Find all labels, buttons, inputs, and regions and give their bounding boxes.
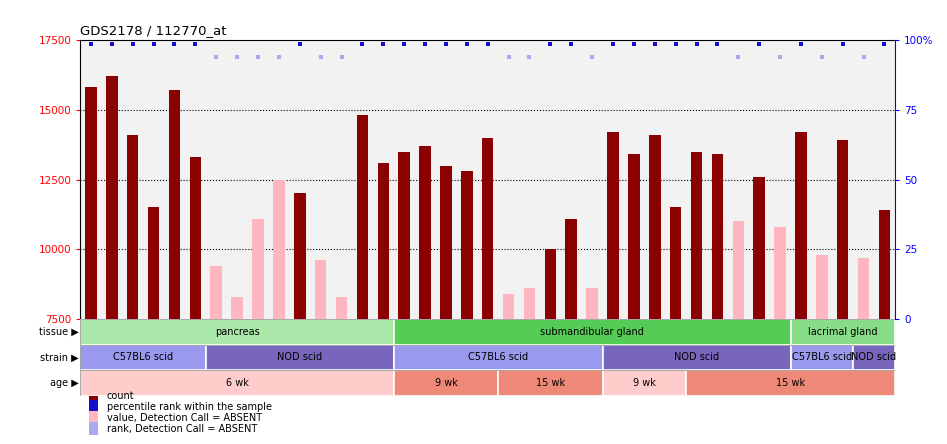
Bar bbox=[189, 157, 201, 319]
Bar bbox=[294, 194, 306, 319]
Bar bbox=[210, 266, 222, 319]
Text: count: count bbox=[107, 391, 134, 400]
Bar bbox=[565, 218, 577, 319]
Text: C57BL6 scid: C57BL6 scid bbox=[113, 353, 173, 362]
Bar bbox=[148, 207, 159, 319]
Bar bbox=[649, 135, 660, 319]
Bar bbox=[670, 207, 682, 319]
Bar bbox=[686, 370, 895, 396]
Bar bbox=[482, 138, 493, 319]
Bar bbox=[712, 155, 724, 319]
Text: tissue ▶: tissue ▶ bbox=[39, 327, 79, 337]
Bar bbox=[586, 289, 598, 319]
Bar bbox=[879, 210, 890, 319]
Text: value, Detection Call = ABSENT: value, Detection Call = ABSENT bbox=[107, 412, 261, 423]
Bar bbox=[80, 319, 394, 345]
Bar bbox=[816, 255, 828, 319]
Text: NOD scid: NOD scid bbox=[851, 353, 897, 362]
Bar bbox=[89, 422, 98, 435]
Bar bbox=[315, 261, 327, 319]
Bar bbox=[89, 400, 98, 413]
Text: 9 wk: 9 wk bbox=[633, 378, 655, 388]
Bar bbox=[775, 227, 786, 319]
Bar bbox=[252, 218, 263, 319]
Bar bbox=[80, 370, 394, 396]
Text: NOD scid: NOD scid bbox=[277, 353, 322, 362]
Text: C57BL6 scid: C57BL6 scid bbox=[792, 353, 852, 362]
Bar bbox=[89, 389, 98, 402]
Text: rank, Detection Call = ABSENT: rank, Detection Call = ABSENT bbox=[107, 424, 257, 434]
Bar bbox=[607, 132, 618, 319]
Bar bbox=[106, 76, 117, 319]
Bar bbox=[205, 345, 394, 370]
Bar bbox=[791, 345, 853, 370]
Bar bbox=[690, 151, 703, 319]
Bar bbox=[837, 140, 849, 319]
Text: C57BL6 scid: C57BL6 scid bbox=[468, 353, 528, 362]
Bar bbox=[273, 179, 285, 319]
Bar bbox=[858, 258, 869, 319]
Bar bbox=[399, 151, 410, 319]
Bar bbox=[733, 222, 744, 319]
Text: GDS2178 / 112770_at: GDS2178 / 112770_at bbox=[80, 24, 227, 37]
Bar bbox=[795, 132, 807, 319]
Bar bbox=[754, 177, 765, 319]
Text: submandibular gland: submandibular gland bbox=[540, 327, 644, 337]
Text: 9 wk: 9 wk bbox=[435, 378, 457, 388]
Bar bbox=[503, 294, 514, 319]
Bar bbox=[394, 319, 791, 345]
Text: 15 wk: 15 wk bbox=[776, 378, 805, 388]
Bar bbox=[498, 370, 602, 396]
Bar bbox=[169, 90, 180, 319]
Bar bbox=[89, 411, 98, 424]
Bar bbox=[394, 370, 498, 396]
Bar bbox=[80, 345, 205, 370]
Bar bbox=[127, 135, 138, 319]
Bar bbox=[791, 319, 895, 345]
Bar bbox=[853, 345, 895, 370]
Bar bbox=[524, 289, 535, 319]
Bar bbox=[602, 345, 791, 370]
Text: age ▶: age ▶ bbox=[50, 378, 79, 388]
Text: lacrimal gland: lacrimal gland bbox=[808, 327, 878, 337]
Bar bbox=[420, 146, 431, 319]
Bar bbox=[394, 345, 602, 370]
Text: percentile rank within the sample: percentile rank within the sample bbox=[107, 402, 272, 412]
Text: 15 wk: 15 wk bbox=[536, 378, 565, 388]
Bar bbox=[231, 297, 242, 319]
Text: 6 wk: 6 wk bbox=[225, 378, 248, 388]
Bar bbox=[545, 250, 556, 319]
Bar bbox=[628, 155, 639, 319]
Bar bbox=[602, 370, 686, 396]
Bar bbox=[461, 171, 473, 319]
Bar bbox=[440, 166, 452, 319]
Text: NOD scid: NOD scid bbox=[674, 353, 719, 362]
Bar bbox=[378, 163, 389, 319]
Bar bbox=[85, 87, 97, 319]
Bar bbox=[336, 297, 348, 319]
Text: strain ▶: strain ▶ bbox=[40, 353, 79, 362]
Text: pancreas: pancreas bbox=[215, 327, 259, 337]
Bar bbox=[357, 115, 368, 319]
